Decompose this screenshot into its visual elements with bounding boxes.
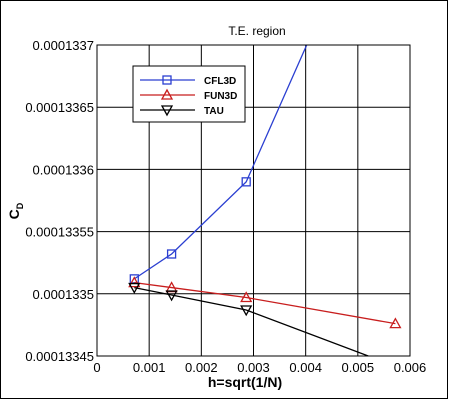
y-axis-label: CD: [6, 202, 25, 219]
legend-item-cfl3d: CFL3D: [140, 75, 236, 87]
x-tick-labels: 0 0.001 0.002 0.003 0.004 0.005 0.006: [93, 360, 426, 375]
fun3d-line: [134, 281, 396, 325]
fun3d-point: [240, 291, 253, 303]
fun3d-point: [389, 317, 402, 329]
chart-title: T.E. region: [228, 24, 285, 38]
legend-label: TAU: [204, 106, 224, 117]
y-tick-labels: 0.00013345 0.0001335 0.00013355 0.0001336 0.…: [25, 38, 94, 364]
series-fun3d: [128, 276, 402, 329]
fun3d-point: [128, 276, 141, 288]
series-tau: [128, 282, 369, 356]
y-axis-label-group: CD: [6, 202, 25, 219]
y-tick-label: 0.0001337: [33, 38, 94, 53]
x-tick-label: 0.003: [237, 360, 270, 375]
x-tick-label: 0.004: [289, 360, 322, 375]
tau-point: [128, 282, 141, 294]
legend-box: [132, 65, 246, 123]
legend-label: FUN3D: [204, 91, 237, 102]
cfl3d-point: [241, 177, 251, 187]
x-tick-label: 0.001: [133, 360, 166, 375]
y-axis-label-subscript: D: [15, 202, 25, 209]
legend-marker: [160, 105, 174, 117]
tau-point: [240, 305, 253, 317]
legend: CFL3D FUN3D TAU: [132, 65, 246, 123]
plot-area: [96, 44, 411, 357]
y-tick-label: 0.00013345: [25, 349, 94, 364]
legend-item-tau: TAU: [140, 105, 224, 117]
y-tick-label: 0.00013355: [25, 225, 94, 240]
legend-item-fun3d: FUN3D: [140, 88, 237, 102]
x-tick-label: 0.005: [342, 360, 375, 375]
legend-marker: [162, 75, 172, 85]
y-tick-label: 0.0001336: [33, 162, 94, 177]
cfl3d-line: [133, 45, 308, 280]
y-axis-label-main: C: [6, 209, 22, 219]
tau-line: [134, 286, 369, 356]
tau-point: [165, 290, 178, 302]
x-tick-label: 0.002: [185, 360, 218, 375]
legend-label: CFL3D: [204, 76, 236, 87]
y-tick-label: 0.0001335: [33, 287, 94, 302]
y-tick-label: 0.00013365: [25, 100, 94, 115]
x-tick-label: 0.006: [394, 360, 427, 375]
cfl3d-point: [166, 249, 177, 259]
x-tick-label: 0: [93, 360, 100, 375]
legend-marker: [160, 88, 174, 100]
series-layer: [128, 45, 402, 356]
grid: [97, 45, 410, 356]
x-axis-label: h=sqrt(1/N): [208, 374, 282, 390]
